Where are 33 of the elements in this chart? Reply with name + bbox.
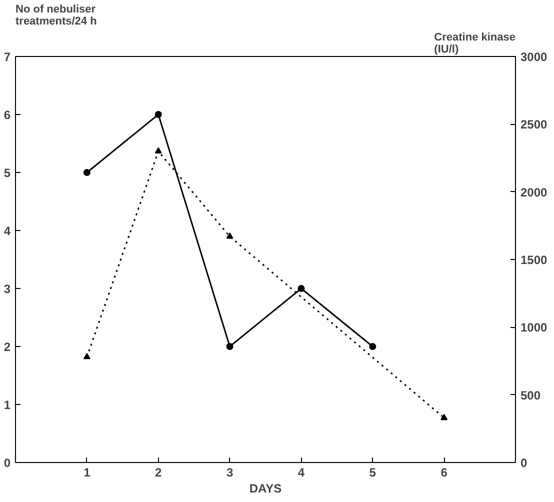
y-tick-label: 5 xyxy=(4,166,11,180)
x-tick-label: 6 xyxy=(440,466,448,480)
y-tick-label: 0 xyxy=(4,456,11,470)
y-tick-label: 7 xyxy=(4,50,11,64)
point xyxy=(83,352,90,360)
y2-tick-label: 0 xyxy=(520,456,528,470)
y2-axis-title: Creatine kinase (IU/l) xyxy=(434,32,516,56)
y-tick-label: 6 xyxy=(4,108,11,122)
point xyxy=(83,169,90,176)
y-tick-label: 4 xyxy=(4,224,11,238)
y2-tick-label: 1000 xyxy=(520,320,548,335)
y2-tick-label: 3000 xyxy=(520,50,548,64)
y-tick-label: 2 xyxy=(4,340,11,354)
x-tick-label: 1 xyxy=(84,466,91,480)
x-tick-label: 2 xyxy=(155,466,162,480)
y-tick-label: 3 xyxy=(4,282,11,296)
x-tick-label: 3 xyxy=(226,466,234,480)
y2-tick-label: 2500 xyxy=(520,118,548,132)
point xyxy=(369,343,376,350)
x-axis-title: DAYS xyxy=(249,482,282,496)
x-tick-label: 5 xyxy=(369,466,376,480)
y2-tick-label: 500 xyxy=(520,388,541,402)
y-axis-title: No of nebuliser treatments/24 h xyxy=(16,4,98,28)
point xyxy=(154,111,162,118)
x-tick-label: 4 xyxy=(298,466,305,480)
point xyxy=(154,147,162,154)
point xyxy=(226,343,234,350)
point xyxy=(226,232,234,239)
point xyxy=(440,414,448,420)
y2-tick-label: 2000 xyxy=(520,185,548,200)
point xyxy=(298,285,305,292)
y2-tick-label: 1500 xyxy=(520,253,548,267)
y-tick-label: 1 xyxy=(4,398,11,412)
